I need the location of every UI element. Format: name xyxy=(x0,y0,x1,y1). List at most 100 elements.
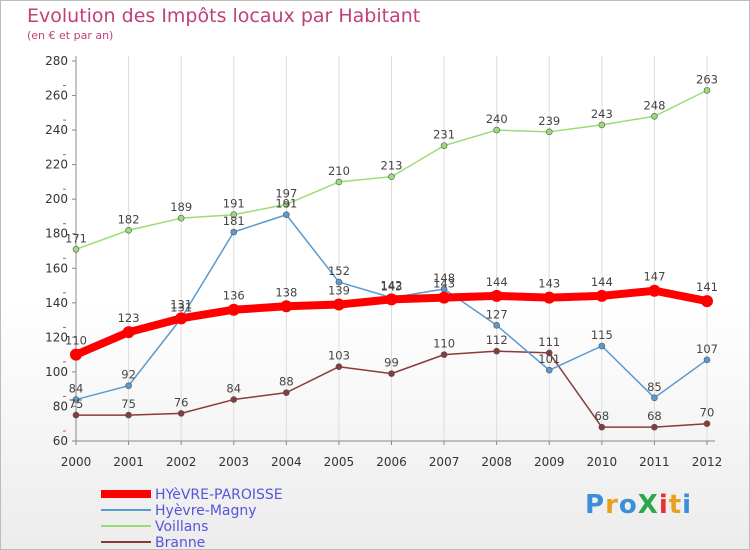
data-label-hy-vre-paroisse-2011: 147 xyxy=(643,270,665,284)
x-tick-label-2006: 2006 xyxy=(376,455,407,469)
point-voillans-2004 xyxy=(283,201,290,208)
point-hy-vre-magny-2010 xyxy=(598,342,606,350)
data-label-voillans-2011: 248 xyxy=(643,98,665,112)
data-label-hy-vre-paroisse-2000: 110 xyxy=(65,334,87,348)
data-label-branne-2010: 68 xyxy=(595,409,610,423)
point-branne-2010 xyxy=(598,423,606,431)
data-label-branne-2002: 76 xyxy=(174,395,189,409)
x-tick-label-2002: 2002 xyxy=(166,455,197,469)
x-tick-label-2000: 2000 xyxy=(61,455,92,469)
axes: 60 80 100 120 140 160 180 200 220 240 260 280 2000 20… xyxy=(45,54,722,469)
data-label-voillans-2012: 263 xyxy=(696,72,718,86)
point-branne-2004 xyxy=(283,389,290,396)
y-tick-label-180: 180 xyxy=(45,227,68,241)
point-hy-vre-paroisse-2002 xyxy=(175,312,188,325)
point-hy-vre-paroisse-2007 xyxy=(438,291,451,304)
data-label-branne-2003: 84 xyxy=(226,382,241,396)
data-label-hy-vre-magny-2004: 191 xyxy=(275,197,297,211)
x-tick-label-2011: 2011 xyxy=(639,455,670,469)
point-branne-2003 xyxy=(230,396,238,403)
series-layer xyxy=(70,87,713,431)
point-hy-vre-magny-2008 xyxy=(493,321,500,329)
x-tick-label-2004: 2004 xyxy=(271,455,302,469)
point-voillans-2000 xyxy=(72,245,80,253)
point-hy-vre-paroisse-2008 xyxy=(490,289,503,302)
x-tick-label-2009: 2009 xyxy=(534,455,565,469)
data-label-hy-vre-paroisse-2012: 141 xyxy=(696,280,718,294)
point-branne-2009 xyxy=(545,349,553,357)
data-label-hy-vre-magny-2012: 107 xyxy=(696,342,718,356)
x-tick-label-2010: 2010 xyxy=(587,455,618,469)
data-label-voillans-2007: 231 xyxy=(433,128,455,142)
data-label-hy-vre-magny-2011: 85 xyxy=(647,380,662,394)
point-branne-2001 xyxy=(125,411,132,419)
data-label-hy-vre-magny-2010: 115 xyxy=(591,328,613,342)
data-label-hy-vre-paroisse-2003: 136 xyxy=(223,289,245,303)
data-label-hy-vre-paroisse-2006: 142 xyxy=(381,278,403,292)
chart-subtitle: (en € et par an) xyxy=(27,29,114,42)
point-hy-vre-paroisse-2006 xyxy=(385,293,398,306)
data-label-hy-vre-paroisse-2010: 144 xyxy=(591,275,613,289)
x-tick-label-2007: 2007 xyxy=(429,455,460,469)
y-tick-label-280: 280 xyxy=(45,54,68,68)
data-label-hy-vre-magny-2009: 101 xyxy=(538,352,560,366)
point-voillans-2012 xyxy=(703,87,711,94)
data-label-voillans-2000: 171 xyxy=(65,231,87,245)
y-tick-label-80: 80 xyxy=(53,399,68,413)
y-tick-label-160: 160 xyxy=(45,261,68,275)
point-voillans-2007 xyxy=(440,142,448,149)
grid-lines xyxy=(128,56,708,441)
point-hy-vre-magny-2001 xyxy=(125,382,132,390)
point-hy-vre-paroisse-2003 xyxy=(227,303,240,316)
y-tick-label-220: 220 xyxy=(45,158,68,172)
data-label-hy-vre-magny-2002: 131 xyxy=(170,300,192,314)
point-branne-2002 xyxy=(177,410,185,417)
x-tick-label-2005: 2005 xyxy=(324,455,355,469)
y-tick-label-60: 60 xyxy=(53,434,68,448)
legend-label-branne: Branne xyxy=(155,535,205,549)
data-label-branne-2009: 111 xyxy=(538,335,560,349)
legend-label-hy-vre-paroisse: HYèVRE-PAROISSE xyxy=(155,487,283,503)
point-hy-vre-paroisse-2005 xyxy=(332,298,345,311)
proxiti-logo: ProXiti xyxy=(585,490,693,520)
point-hy-vre-magny-2005 xyxy=(335,278,343,286)
data-label-hy-vre-magny-2005: 152 xyxy=(328,264,350,278)
data-label-branne-2005: 103 xyxy=(328,349,350,363)
point-hy-vre-paroisse-2009 xyxy=(543,291,556,304)
point-hy-vre-magny-2009 xyxy=(545,366,553,374)
data-label-voillans-2009: 239 xyxy=(538,114,560,128)
point-hy-vre-paroisse-2001 xyxy=(122,326,135,339)
data-label-hy-vre-paroisse-2001: 123 xyxy=(118,311,140,325)
data-label-branne-2001: 75 xyxy=(121,397,136,411)
data-label-branne-2004: 88 xyxy=(279,375,294,389)
y-tick-label-120: 120 xyxy=(45,330,68,344)
data-label-branne-2011: 68 xyxy=(647,409,662,423)
point-hy-vre-magny-2012 xyxy=(703,356,711,364)
data-label-voillans-2003: 191 xyxy=(223,197,245,211)
point-voillans-2001 xyxy=(125,226,132,234)
y-tick-label-140: 140 xyxy=(45,296,68,310)
data-label-voillans-2010: 243 xyxy=(591,107,613,121)
data-label-hy-vre-paroisse-2004: 138 xyxy=(275,285,297,299)
point-branne-2006 xyxy=(388,370,395,377)
point-voillans-2010 xyxy=(598,121,606,129)
point-branne-2005 xyxy=(335,363,343,371)
data-label-hy-vre-paroisse-2009: 143 xyxy=(538,277,560,291)
y-tick-label-240: 240 xyxy=(45,123,68,137)
data-label-hy-vre-paroisse-2002: 131 xyxy=(170,297,192,311)
data-label-hy-vre-paroisse-2005: 139 xyxy=(328,284,350,298)
data-label-branne-2006: 99 xyxy=(384,356,399,370)
point-hy-vre-magny-2011 xyxy=(651,394,658,402)
y-tick-label-260: 260 xyxy=(45,89,68,103)
data-label-voillans-2008: 240 xyxy=(486,112,508,126)
legend: HYèVRE-PAROISSEHyèvre-MagnyVoillansBrann… xyxy=(101,487,283,549)
point-hy-vre-paroisse-2004 xyxy=(280,300,293,313)
point-hy-vre-magny-2004 xyxy=(283,211,290,219)
point-voillans-2009 xyxy=(545,128,553,136)
point-hy-vre-paroisse-2000 xyxy=(70,348,82,361)
data-label-branne-2008: 112 xyxy=(486,333,508,347)
point-branne-2008 xyxy=(493,347,500,355)
